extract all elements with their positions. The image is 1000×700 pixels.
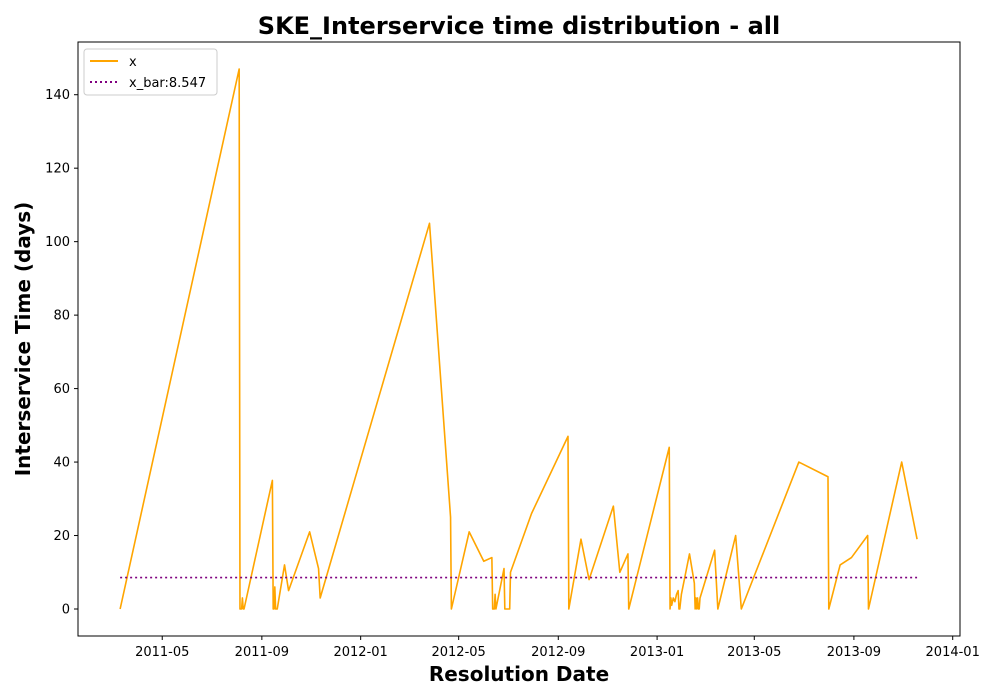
y-tick-label: 20 — [53, 529, 70, 544]
plot-area: 0 20 40 60 80 100 120 140 2011-05 2011-09 2012-01 2… — [45, 41, 980, 660]
x-tick-label: 2013-05 — [727, 645, 781, 660]
x-axis-label: Resolution Date — [429, 662, 609, 686]
x-tick-label: 2012-05 — [431, 645, 485, 660]
y-tick-label: 40 — [53, 456, 70, 471]
x-tick-label: 2011-09 — [235, 645, 289, 660]
x-tick-label: 2012-09 — [531, 645, 585, 660]
x-tick-label: 2011-05 — [135, 645, 189, 660]
x-tick-label: 2014-01 — [926, 645, 980, 660]
series-line-x — [119, 68, 918, 610]
y-axis-label: Interservice Time (days) — [11, 202, 35, 477]
legend: x x_bar:8.547 — [83, 48, 218, 96]
x-tick-label: 2013-09 — [827, 645, 881, 660]
legend-label-x: x — [129, 55, 137, 70]
y-tick-label: 100 — [45, 235, 70, 250]
y-tick-label: 80 — [53, 309, 70, 324]
x-tick-label: 2012-01 — [333, 645, 387, 660]
chart-title: SKE_Interservice time distribution - all — [258, 12, 780, 40]
y-tick-label: 120 — [45, 162, 70, 177]
legend-label-x-bar: x_bar:8.547 — [129, 76, 206, 91]
y-tick-label: 60 — [53, 382, 70, 397]
y-tick-label: 140 — [45, 88, 70, 103]
x-tick-label: 2013-01 — [630, 645, 684, 660]
y-tick-label: 0 — [62, 603, 70, 618]
axes-frame — [77, 41, 961, 637]
